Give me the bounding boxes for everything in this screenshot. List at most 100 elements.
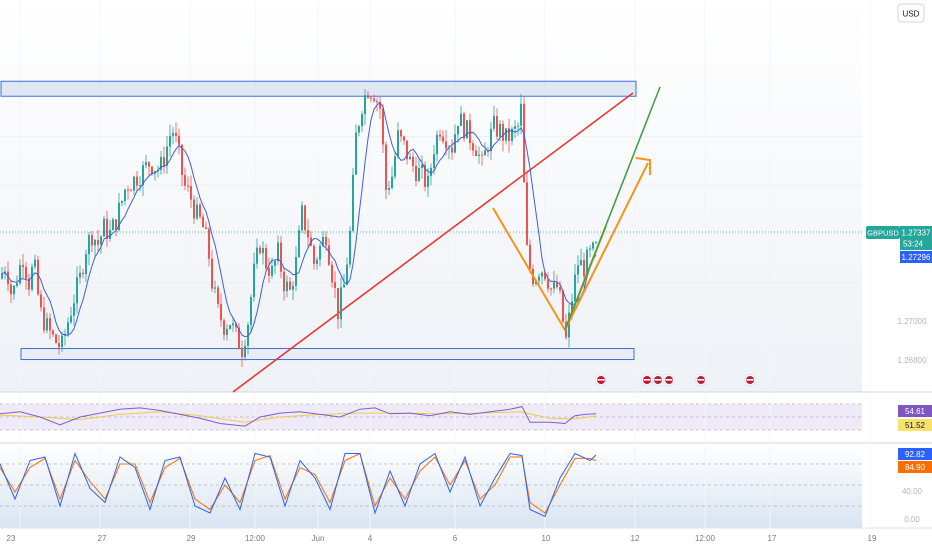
- candle-body: [118, 202, 120, 231]
- x-tick-label: 4: [368, 534, 373, 543]
- candle-body: [34, 259, 36, 267]
- candle-body: [124, 189, 126, 201]
- candle-body: [25, 266, 27, 279]
- candle-body: [7, 271, 9, 285]
- flag-us-icon[interactable]: [652, 374, 664, 386]
- candle-body: [589, 248, 591, 250]
- candle-body: [502, 124, 504, 141]
- flag-us-icon[interactable]: [663, 374, 675, 386]
- flag-us-icon[interactable]: [744, 374, 756, 386]
- candle-body: [508, 128, 510, 142]
- candle-body: [28, 278, 30, 290]
- candle-body: [484, 150, 486, 156]
- trendlines[interactable]: [232, 92, 634, 393]
- projection-arrowhead[interactable]: [635, 157, 651, 175]
- flag-uk-icon[interactable]: [641, 374, 653, 386]
- flag-us-icon[interactable]: [695, 374, 707, 386]
- candle-body: [289, 281, 291, 290]
- candle-body: [577, 265, 579, 275]
- candle-body: [58, 343, 60, 348]
- candle-body: [571, 301, 573, 313]
- candle-body: [151, 166, 153, 174]
- candle-body: [274, 260, 276, 266]
- candle-body: [202, 216, 204, 228]
- candle-body: [457, 125, 459, 135]
- candle-body: [580, 260, 582, 266]
- candle-body: [319, 245, 321, 260]
- candle-body: [307, 230, 309, 238]
- candle-body: [490, 128, 492, 152]
- candle-body: [133, 176, 135, 191]
- stoch-k-line: [0, 452, 597, 518]
- candle-body: [538, 276, 540, 281]
- candle-body: [433, 154, 435, 168]
- candle-body: [391, 176, 393, 189]
- last-price-badge: 1.27337 53:24: [900, 226, 932, 250]
- candle-body: [193, 199, 195, 219]
- candle-body: [130, 190, 132, 192]
- candle-body: [415, 165, 417, 182]
- stoch-d-value: 84.90: [905, 463, 926, 472]
- candle-body: [223, 320, 225, 335]
- candle-body: [382, 108, 384, 145]
- candle-body: [439, 134, 441, 137]
- candle-body: [181, 144, 183, 176]
- candle-body: [88, 235, 90, 255]
- candle-body: [358, 126, 360, 133]
- candle-body: [337, 288, 339, 320]
- candle-body: [547, 279, 549, 289]
- candle-body: [214, 287, 216, 289]
- economic-events[interactable]: [595, 374, 756, 386]
- support-zone[interactable]: [20, 348, 635, 361]
- candle-body: [325, 236, 327, 246]
- candle-body: [367, 95, 369, 98]
- currency-button[interactable]: USD: [897, 3, 925, 23]
- candle-body: [145, 162, 147, 166]
- candle-body: [82, 272, 84, 275]
- flag-us-icon-stripe: [665, 379, 673, 381]
- candle-body: [46, 318, 48, 331]
- candle-body: [70, 315, 72, 323]
- candle-body: [388, 188, 390, 191]
- rising-trendline[interactable]: [232, 92, 634, 393]
- candle-body: [277, 242, 279, 261]
- candle-body: [301, 205, 303, 231]
- zones[interactable]: [0, 80, 637, 361]
- y-tick-label: 1.27000: [898, 317, 927, 326]
- candle-body: [430, 167, 432, 176]
- candle-body: [397, 130, 399, 157]
- candle-body: [241, 349, 243, 358]
- candle-body: [424, 164, 426, 187]
- main-pane[interactable]: [0, 0, 862, 392]
- candle-body: [226, 328, 228, 335]
- candle-body: [472, 143, 474, 151]
- candle-body: [328, 245, 330, 265]
- candle-body: [322, 236, 324, 246]
- candle-body: [61, 335, 63, 348]
- candle-body: [406, 140, 408, 160]
- stoch-d-line: [0, 452, 597, 514]
- flag-uk-icon[interactable]: [595, 374, 607, 386]
- annotations[interactable]: [492, 86, 661, 333]
- projection-arrow-line[interactable]: [564, 162, 649, 331]
- candle-body: [346, 264, 348, 285]
- candle-body: [220, 303, 222, 321]
- resistance-zone[interactable]: [0, 80, 637, 97]
- candle-body: [394, 156, 396, 177]
- x-tick-label: 29: [187, 534, 196, 543]
- x-tick-label: 12:00: [245, 534, 266, 543]
- candle-body: [466, 120, 468, 139]
- candle-body: [139, 185, 141, 187]
- candle-body: [559, 287, 561, 291]
- candle-body: [262, 248, 264, 254]
- target-trendline[interactable]: [564, 86, 661, 331]
- candle-body: [40, 294, 42, 308]
- candle-body: [361, 114, 363, 127]
- candle-body: [115, 219, 117, 231]
- candle-body: [121, 200, 123, 203]
- rsi-value-badge: 54.61: [898, 405, 932, 417]
- candle-body: [403, 136, 405, 141]
- candle-body: [295, 257, 297, 286]
